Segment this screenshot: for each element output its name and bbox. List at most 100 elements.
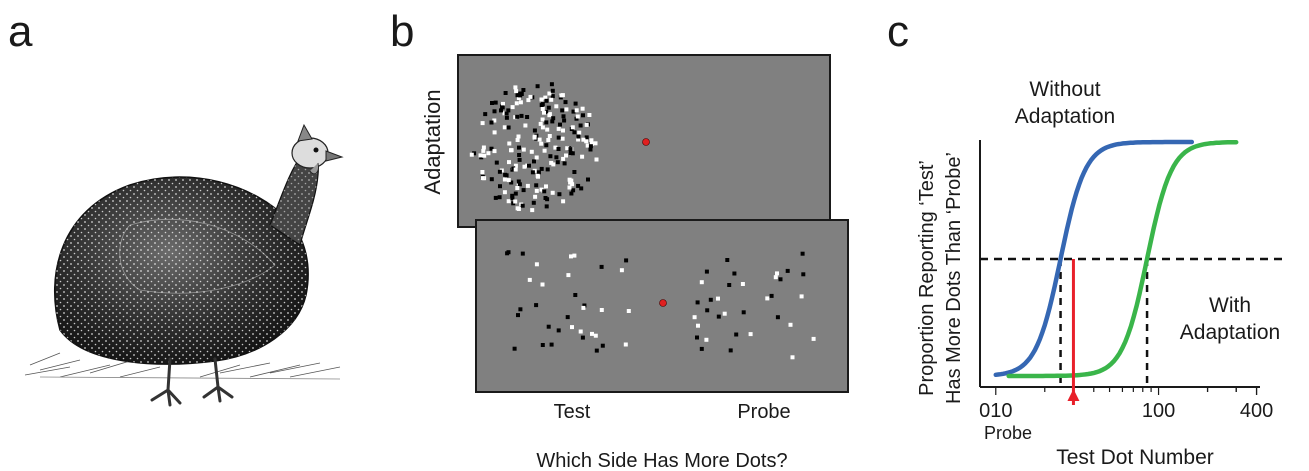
guinea-fowl-illustration: [24, 123, 344, 407]
adapting-dot: [580, 154, 585, 159]
adapting-dot: [507, 141, 512, 146]
probe-dot: [732, 271, 737, 276]
adapting-dot: [579, 186, 584, 191]
adapting-dot: [544, 143, 549, 148]
adapting-dot: [588, 144, 593, 149]
adapting-dot: [561, 199, 566, 204]
adapting-dot: [556, 147, 561, 151]
probe-label: Probe: [737, 401, 790, 423]
adapting-dot: [535, 173, 540, 178]
adapting-dot: [556, 135, 561, 140]
test-dot: [505, 251, 510, 256]
probe-dot: [799, 294, 804, 299]
adapting-dot: [481, 148, 486, 153]
adapting-dot: [498, 184, 502, 189]
probe-dot: [790, 355, 795, 360]
adapting-dot: [540, 117, 545, 122]
adapting-dot: [560, 93, 565, 98]
adapting-dot: [521, 147, 526, 152]
adapting-dot: [513, 167, 518, 172]
adapting-dot: [534, 155, 539, 160]
adapting-dot: [539, 166, 544, 171]
probe-dot: [692, 315, 697, 320]
test-dot: [572, 253, 577, 258]
adapting-dot: [510, 105, 515, 110]
test-dot: [623, 342, 628, 347]
probe-dot: [708, 297, 713, 302]
adapting-dot: [553, 145, 558, 150]
adapting-dot: [506, 178, 511, 183]
bird-casque: [297, 123, 313, 142]
adapting-dot: [589, 138, 594, 143]
probe-dot: [727, 283, 732, 287]
test-dot: [549, 342, 554, 347]
adapting-dot: [574, 108, 579, 113]
adapting-dot: [539, 97, 544, 102]
adapting-dot: [562, 161, 567, 166]
adapting-dot: [570, 151, 575, 156]
series-label-without-line-1: Without: [1029, 78, 1100, 101]
adapting-dot: [568, 180, 573, 185]
adapting-dot: [482, 153, 487, 158]
test-dot: [540, 282, 545, 287]
panel-letter-b: b: [390, 7, 415, 56]
adapting-dot: [506, 108, 511, 113]
test-dot: [624, 258, 629, 263]
test-dot: [566, 273, 571, 278]
adapting-dot: [544, 109, 549, 114]
adapting-dot: [517, 153, 522, 157]
adapting-dot: [544, 120, 549, 125]
adapting-dot: [542, 189, 547, 194]
adapting-dot: [539, 187, 544, 192]
adapting-dot: [510, 196, 515, 201]
adapting-dot: [492, 130, 497, 135]
adapting-dot: [522, 164, 527, 169]
probe-dot: [716, 296, 720, 301]
adapting-dot: [542, 148, 547, 153]
probe-dot: [728, 348, 733, 353]
adapting-dot: [502, 125, 507, 130]
adapting-dot: [492, 109, 497, 114]
adapting-dot: [549, 160, 554, 165]
adapting-dot: [565, 146, 570, 151]
probe-dot: [785, 268, 790, 273]
adapting-dot: [550, 119, 555, 124]
adapting-dot: [561, 156, 566, 161]
adapting-dot: [584, 135, 589, 140]
adapting-dot: [568, 151, 573, 155]
probe-dot: [704, 337, 709, 342]
series-label-with-line-2: Adaptation: [1180, 321, 1280, 344]
threshold-lines: [980, 257, 1282, 387]
adapting-dot: [584, 139, 589, 144]
adapting-dot: [530, 208, 535, 213]
test-dot: [540, 343, 545, 347]
adapting-dot: [534, 183, 539, 188]
adapting-dot: [537, 137, 542, 142]
adapting-dot: [543, 196, 548, 200]
adapting-dot: [568, 147, 573, 152]
adapting-dot: [594, 157, 599, 162]
adapting-dot: [520, 203, 525, 208]
adapting-dot: [590, 141, 594, 146]
adapting-dot: [545, 167, 550, 172]
adapting-dot: [516, 179, 521, 184]
test-dot: [619, 268, 624, 273]
adapting-dot: [540, 107, 545, 111]
adapting-dot: [513, 191, 518, 196]
adapting-dot: [569, 191, 574, 196]
probe-dot: [801, 272, 806, 277]
adapting-dot: [519, 113, 524, 118]
adapting-dot: [540, 125, 545, 130]
adapting-dot: [480, 121, 485, 126]
adapting-dot: [532, 159, 536, 164]
adapting-dot: [554, 104, 559, 109]
adapting-dot: [514, 101, 519, 106]
bird-legs: [150, 357, 234, 407]
probe-dot: [773, 275, 778, 280]
adapting-dot: [494, 160, 499, 165]
test-dot: [569, 254, 573, 259]
adapting-dot: [580, 106, 585, 111]
test-dot: [578, 329, 583, 334]
adapting-dot: [526, 98, 531, 103]
adaptation-fixation-dot: [642, 138, 650, 146]
